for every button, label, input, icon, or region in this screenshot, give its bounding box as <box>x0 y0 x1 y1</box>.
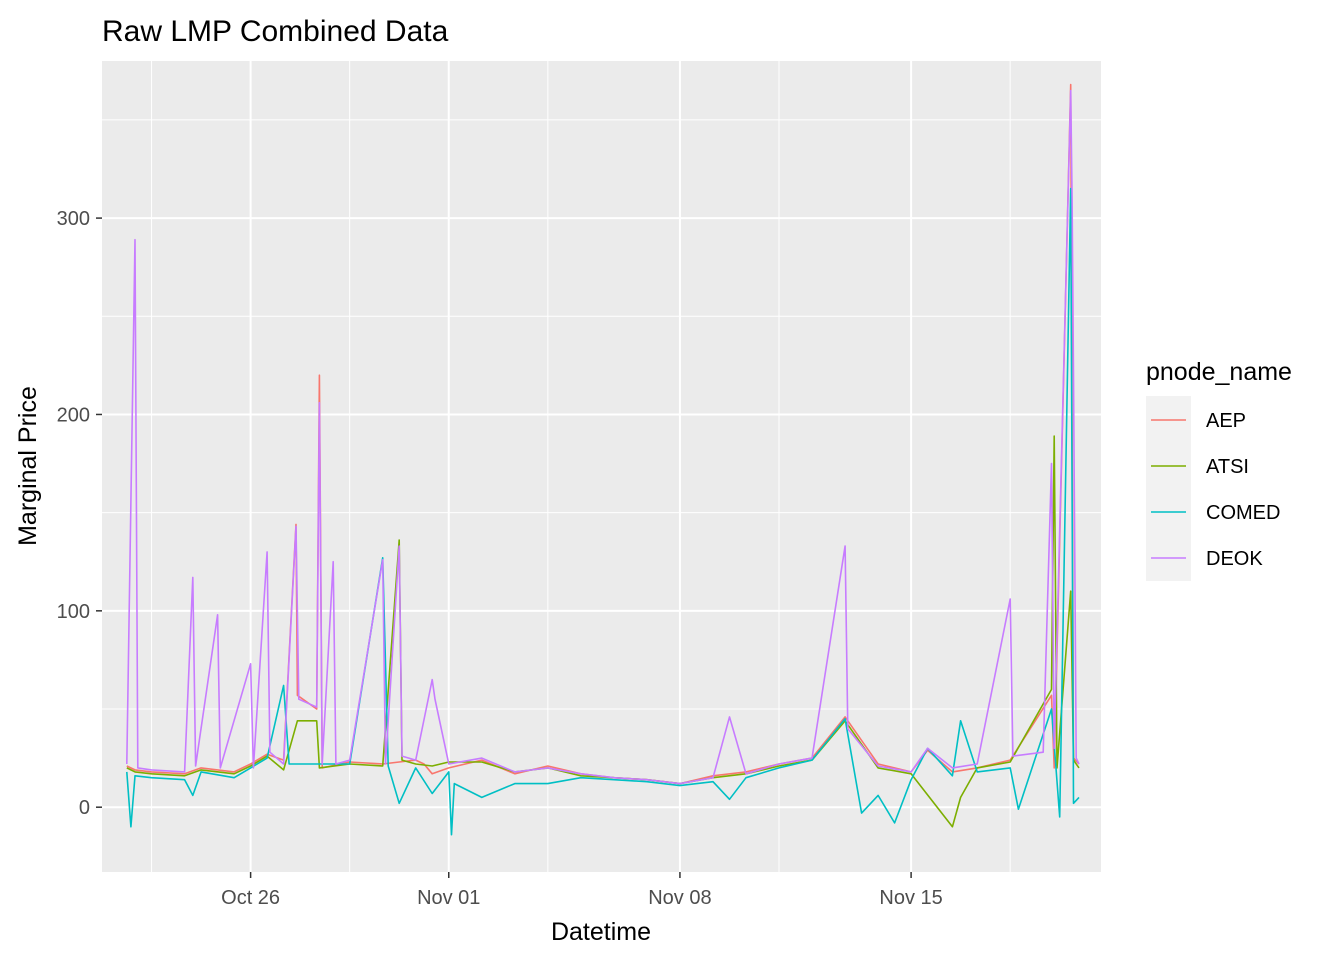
legend-label-aep: AEP <box>1206 410 1246 432</box>
legend-key-background <box>1146 396 1191 581</box>
y-tick-label: 0 <box>79 797 90 819</box>
grid-minor <box>102 61 1101 872</box>
legend-title: pnode_name <box>1146 358 1292 386</box>
legend: pnode_name AEP ATSI COMED DEOK <box>1146 358 1292 581</box>
x-axis-title: Datetime <box>551 918 651 946</box>
y-axis-ticks: 0 100 200 300 <box>57 208 102 819</box>
x-tick-label: Oct 26 <box>221 887 280 909</box>
x-axis-ticks: Oct 26 Nov 01 Nov 08 Nov 15 <box>221 872 943 909</box>
chart-title: Raw LMP Combined Data <box>102 15 449 48</box>
x-tick-label: Nov 01 <box>417 887 480 909</box>
legend-label-deok: DEOK <box>1206 548 1263 570</box>
y-axis-title: Marginal Price <box>14 386 42 546</box>
legend-label-atsi: ATSI <box>1206 456 1249 478</box>
y-tick-label: 100 <box>57 601 90 623</box>
x-tick-label: Nov 08 <box>648 887 711 909</box>
plot-panel <box>102 61 1101 872</box>
y-tick-label: 200 <box>57 404 90 426</box>
series-line-deok <box>126 89 1080 785</box>
x-tick-label: Nov 15 <box>879 887 942 909</box>
legend-label-comed: COMED <box>1206 502 1280 524</box>
legend-items: AEP ATSI COMED DEOK <box>1151 410 1280 570</box>
y-tick-label: 300 <box>57 208 90 230</box>
series-group <box>126 83 1080 836</box>
